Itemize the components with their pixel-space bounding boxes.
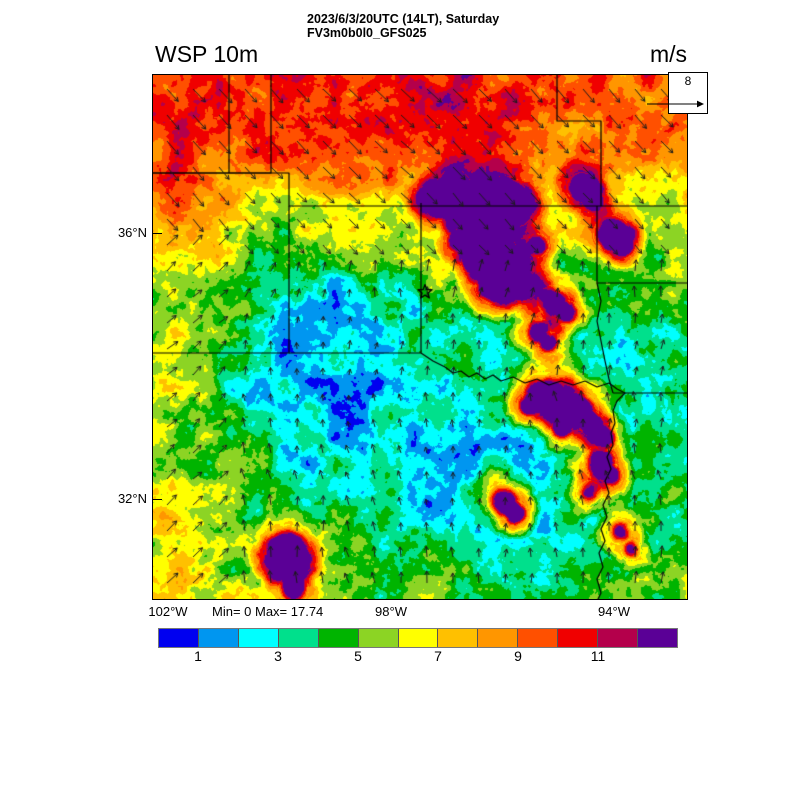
reference-vector-box: 8 — [647, 72, 708, 114]
lat-tick-label-1: 32°N — [117, 491, 147, 506]
colorbar-tick-5: 11 — [590, 648, 606, 664]
colorbar-tick-2: 5 — [354, 648, 362, 664]
lon-tick-label-0: 102°W — [148, 604, 188, 619]
colorbar-segment-9 — [517, 629, 558, 647]
colorbar-segment-4 — [317, 629, 358, 647]
colorbar-tick-4: 9 — [514, 648, 522, 664]
figure-title: 2023/6/3/20UTC (14LT), Saturday FV3m0b0l… — [307, 12, 499, 40]
colorbar-segment-8 — [477, 629, 518, 647]
lat-tick-mark-1 — [152, 499, 162, 500]
colorbar-segment-10 — [557, 629, 598, 647]
field-label: WSP 10m — [155, 41, 259, 67]
lat-tick-mark-0 — [152, 233, 162, 234]
title-datetime: 2023/6/3/20UTC (14LT), Saturday — [307, 12, 500, 26]
minmax-annotation: Min= 0 Max= 17.74 — [212, 604, 324, 619]
colorbar-segment-2 — [237, 629, 278, 647]
colorbar-segment-7 — [437, 629, 478, 647]
lat-tick-label-0: 36°N — [117, 225, 147, 240]
title-model: FV3m0b0l0_GFS025 — [307, 26, 427, 40]
colorbar-segment-0 — [159, 629, 198, 647]
wind-speed-heatmap — [153, 75, 687, 599]
colorbar-segment-5 — [357, 629, 398, 647]
colorbar-tick-1: 3 — [274, 648, 282, 664]
colorbar-segment-3 — [277, 629, 318, 647]
map-plot-area — [152, 74, 688, 600]
colorbar-segment-12 — [637, 629, 677, 647]
colorbar-segment-1 — [197, 629, 238, 647]
reference-vector-label: 8 — [684, 74, 692, 88]
lon-tick-label-1: 98°W — [375, 604, 407, 619]
colorbar-tick-0: 1 — [194, 648, 202, 664]
units-label: m/s — [650, 41, 688, 67]
right-arrow-icon — [647, 100, 704, 108]
colorbar-tick-labels: 1 3 5 7 9 11 — [0, 648, 800, 668]
colorbar-segment-6 — [397, 629, 438, 647]
colorbar — [158, 628, 678, 648]
colorbar-tick-3: 7 — [434, 648, 442, 664]
colorbar-segment-11 — [597, 629, 638, 647]
lon-tick-label-2: 94°W — [598, 604, 630, 619]
